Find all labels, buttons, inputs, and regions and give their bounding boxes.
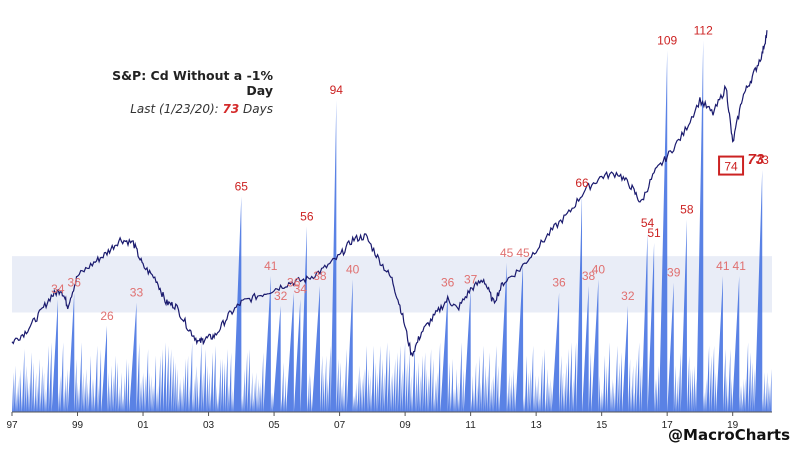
annotation-box <box>718 155 745 176</box>
peak-label: 39 <box>667 266 681 280</box>
days-area-series <box>12 40 772 412</box>
x-tick-label: 05 <box>269 420 281 431</box>
peak-label: 36 <box>68 276 82 290</box>
x-tick-label: 07 <box>334 420 346 431</box>
x-tick-label: 17 <box>662 420 674 431</box>
peak-label: 66 <box>575 176 589 190</box>
peak-label: 73 <box>755 153 769 167</box>
subtitle-value: 73 <box>222 102 240 116</box>
peak-label: 32 <box>621 289 635 303</box>
peak-label: 40 <box>592 262 606 276</box>
peak-label: 36 <box>287 276 301 290</box>
chart-title: S&P: Cd Without a -1% Day <box>112 68 273 98</box>
shaded-band <box>12 256 772 313</box>
peak-label: 38 <box>313 269 327 283</box>
x-tick-label: 19 <box>727 420 739 431</box>
title-block: S&P: Cd Without a -1% Day Last (1/23/20)… <box>105 68 273 116</box>
peak-label: 54 <box>641 216 655 230</box>
peak-label: 58 <box>680 203 694 217</box>
peak-label: 45 <box>500 246 514 260</box>
x-tick-label: 11 <box>465 420 476 431</box>
peak-label: 41 <box>733 259 747 273</box>
peak-label: 36 <box>441 276 455 290</box>
peak-label: 112 <box>694 24 713 38</box>
peak-label: 26 <box>100 309 114 323</box>
chart-subtitle: Last (1/23/20): 73 Days <box>105 102 273 116</box>
x-tick-label: 01 <box>137 420 149 431</box>
index-line-series <box>11 30 768 357</box>
peak-label: 36 <box>552 276 566 290</box>
subtitle-suffix: Days <box>239 102 273 116</box>
peak-label: 32 <box>274 289 288 303</box>
x-tick-label: 99 <box>72 420 84 431</box>
annotation-emphasis-label: 73 <box>747 151 764 168</box>
peak-label: 65 <box>235 179 249 193</box>
x-tick-label: 97 <box>6 420 18 431</box>
peak-label: 40 <box>346 262 360 276</box>
x-tick-label: 13 <box>531 420 543 431</box>
peak-label: 34 <box>294 282 308 296</box>
watermark: @MacroCharts <box>668 426 790 444</box>
peak-label: 41 <box>264 259 278 273</box>
subtitle-prefix: Last (1/23/20): <box>130 102 223 116</box>
peak-label: 37 <box>464 272 478 286</box>
peak-label: 94 <box>330 83 344 97</box>
peak-label: 33 <box>130 286 144 300</box>
peak-label: 109 <box>657 33 677 47</box>
peak-label: 51 <box>647 226 661 240</box>
x-tick-label: 03 <box>203 420 215 431</box>
peak-label: 38 <box>582 269 596 283</box>
x-tick-label: 09 <box>400 420 412 431</box>
annotation-boxed-label: 74 <box>724 160 738 174</box>
peak-label: 34 <box>51 282 65 296</box>
peak-label: 56 <box>300 209 314 223</box>
x-tick-label: 15 <box>596 420 608 431</box>
peak-label: 45 <box>516 246 530 260</box>
peak-label: 41 <box>716 259 730 273</box>
